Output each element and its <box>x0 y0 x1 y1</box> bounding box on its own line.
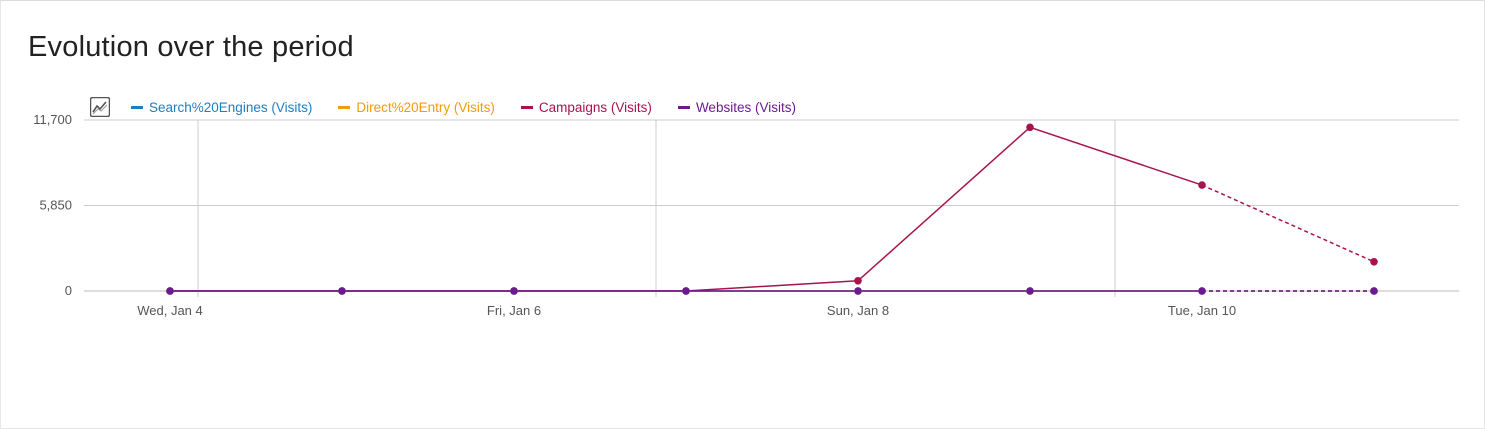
x-tick-label: Fri, Jan 6 <box>487 303 541 318</box>
x-tick-label: Tue, Jan 10 <box>1168 303 1236 318</box>
legend-swatch <box>131 106 143 109</box>
data-point <box>1026 287 1034 295</box>
x-tick-label: Sun, Jan 8 <box>827 303 889 318</box>
legend-label: Campaigns (Visits) <box>538 100 652 115</box>
y-tick-label: 0 <box>65 283 72 298</box>
legend-label: Direct%20Entry (Visits) <box>356 100 495 115</box>
legend-label: Websites (Visits) <box>695 100 796 115</box>
legend-label: Search%20Engines (Visits) <box>149 100 313 115</box>
data-point <box>1370 287 1378 295</box>
legend-swatch <box>338 106 351 109</box>
data-point <box>1370 257 1378 266</box>
y-tick-label: 5,850 <box>39 198 72 213</box>
line-chart-icon[interactable] <box>89 96 111 118</box>
legend-item[interactable]: Direct%20Entry (Visits) <box>338 100 495 115</box>
data-point <box>682 287 690 295</box>
data-point <box>1198 181 1206 189</box>
legend-swatch <box>520 106 533 109</box>
series-line-dashed <box>1201 184 1375 263</box>
x-tick-label: Wed, Jan 4 <box>137 303 203 318</box>
series-line <box>170 126 1203 292</box>
legend-item[interactable]: Websites (Visits) <box>677 100 796 115</box>
legend-swatch <box>677 106 690 109</box>
data-point <box>1026 123 1034 132</box>
legend-item[interactable]: Campaigns (Visits) <box>520 100 652 115</box>
chart-legend: Search%20Engines (Visits) Direct%20Entry … <box>131 100 822 115</box>
page-title: Evolution over the period <box>28 31 354 63</box>
data-point <box>1198 287 1206 295</box>
data-point <box>510 287 518 295</box>
data-point <box>854 276 862 285</box>
data-point <box>338 287 346 295</box>
data-point <box>854 287 862 295</box>
legend-item[interactable]: Search%20Engines (Visits) <box>131 100 312 115</box>
data-point <box>166 287 174 295</box>
y-tick-label: 11,700 <box>33 112 72 127</box>
